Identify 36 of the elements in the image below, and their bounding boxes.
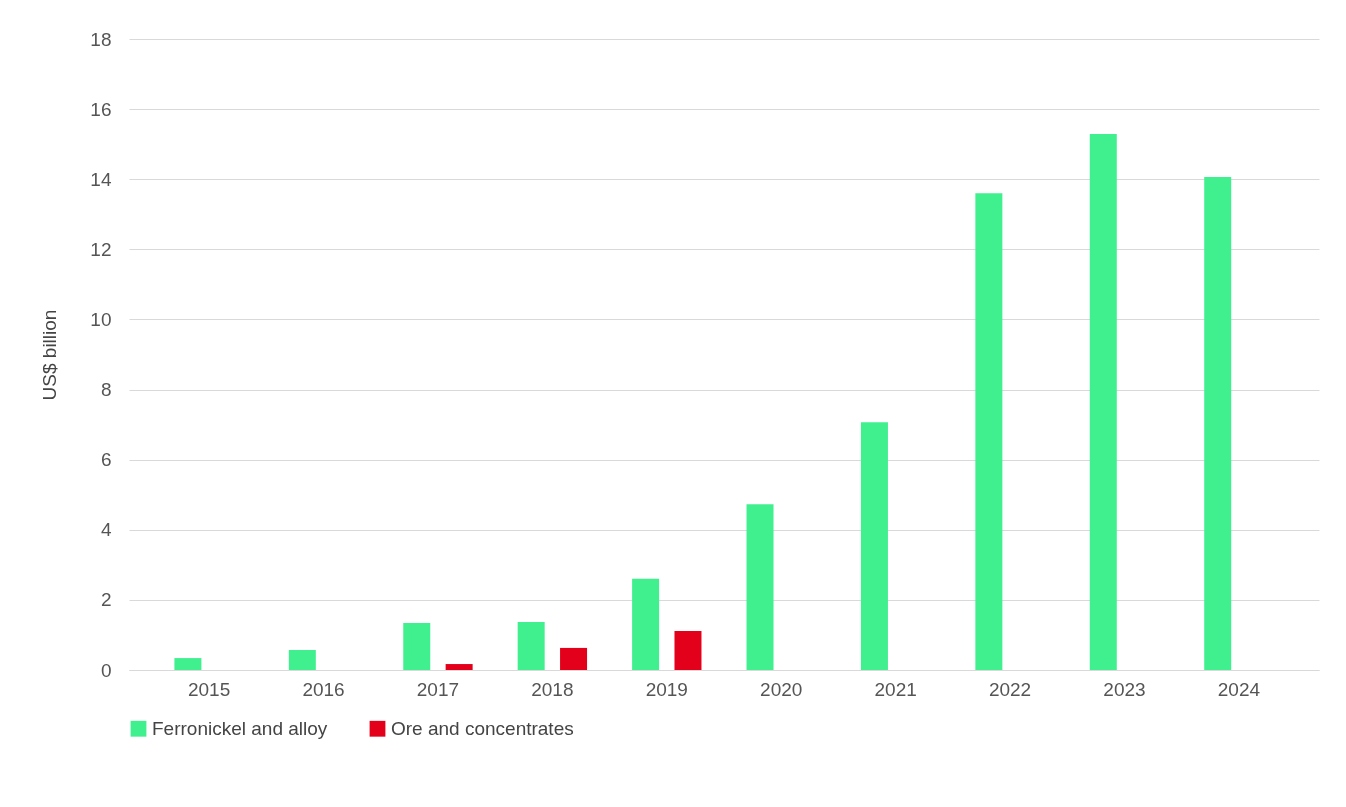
x-tick-label: 2022 bbox=[988, 678, 1032, 700]
legend-label: Ferronickel and alloy bbox=[152, 717, 328, 739]
y-axis-title: US$ billion bbox=[39, 309, 61, 401]
y-tick-label: 14 bbox=[90, 168, 112, 190]
y-tick-label: 8 bbox=[100, 379, 112, 401]
y-tick-label: 18 bbox=[90, 28, 112, 50]
x-tick-label: 2016 bbox=[302, 678, 345, 700]
x-tick-label: 2020 bbox=[760, 678, 803, 700]
bar bbox=[746, 504, 774, 670]
y-tick-label: 4 bbox=[100, 519, 112, 541]
x-tick-label: 2018 bbox=[531, 678, 574, 700]
bar bbox=[1204, 177, 1232, 670]
bar bbox=[860, 422, 888, 670]
bar bbox=[632, 578, 660, 670]
bar bbox=[517, 621, 545, 670]
bar bbox=[975, 193, 1003, 670]
bar bbox=[288, 650, 316, 670]
x-tick-label: 2024 bbox=[1217, 678, 1261, 700]
bar bbox=[445, 664, 473, 670]
legend-label: Ore and concentrates bbox=[391, 717, 574, 739]
x-tick-label: 2017 bbox=[416, 678, 460, 700]
bar bbox=[174, 658, 202, 670]
y-tick-label: 2 bbox=[100, 589, 112, 611]
bar bbox=[1089, 134, 1117, 670]
bar bbox=[674, 631, 702, 670]
x-tick-label: 2015 bbox=[187, 678, 231, 700]
x-tick-label: 2019 bbox=[645, 678, 688, 700]
x-tick-label: 2023 bbox=[1103, 678, 1146, 700]
bar bbox=[560, 647, 588, 670]
bar bbox=[403, 623, 431, 670]
x-tick-label: 2021 bbox=[874, 678, 917, 700]
y-tick-label: 6 bbox=[100, 449, 112, 471]
y-tick-label: 10 bbox=[90, 308, 112, 330]
y-tick-label: 16 bbox=[90, 98, 112, 120]
y-tick-label: 12 bbox=[90, 238, 112, 260]
y-tick-label: 0 bbox=[100, 659, 112, 681]
